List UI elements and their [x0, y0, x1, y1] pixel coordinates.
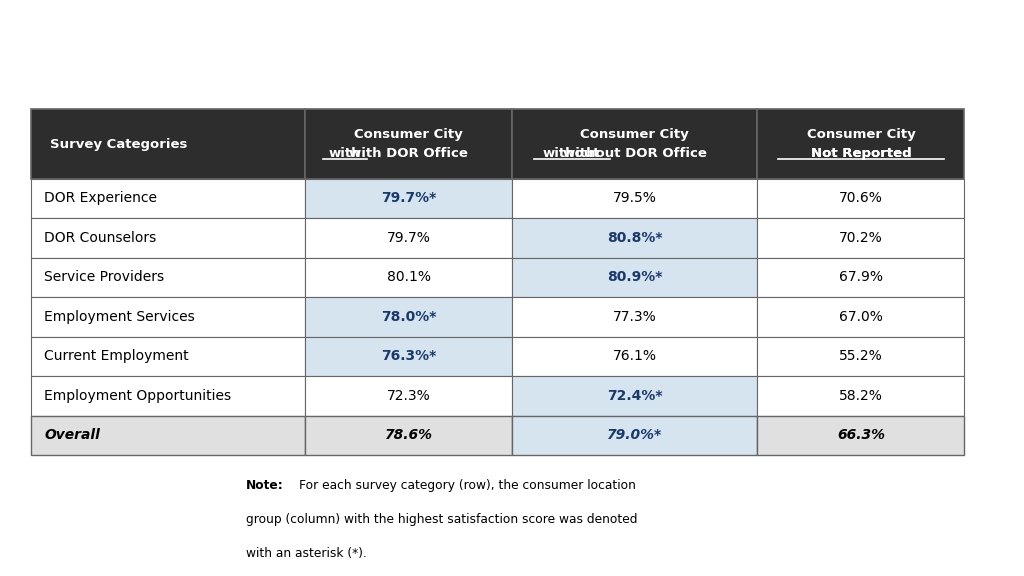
- Text: Note:: Note:: [246, 479, 284, 492]
- Bar: [758, 297, 965, 336]
- Text: 76.3%*: 76.3%*: [381, 349, 436, 363]
- Text: 55.2%: 55.2%: [839, 349, 883, 363]
- Text: 66.3%: 66.3%: [837, 429, 885, 442]
- Text: 80.1%: 80.1%: [386, 270, 430, 285]
- Bar: [31, 257, 305, 297]
- Bar: [512, 336, 758, 376]
- Text: Survey Categories: Survey Categories: [50, 138, 187, 150]
- Bar: [305, 257, 512, 297]
- Bar: [758, 218, 965, 257]
- Bar: [758, 179, 965, 218]
- Text: 80.8%*: 80.8%*: [607, 231, 663, 245]
- Text: Overall: Overall: [44, 429, 100, 442]
- Bar: [512, 257, 758, 297]
- Text: Consumer City: Consumer City: [354, 128, 463, 141]
- Bar: [31, 179, 305, 218]
- Text: 80.9%*: 80.9%*: [607, 270, 663, 285]
- Text: 79.7%: 79.7%: [387, 231, 430, 245]
- Text: with an asterisk (*).: with an asterisk (*).: [246, 547, 367, 560]
- Bar: [31, 415, 305, 455]
- Bar: [305, 376, 512, 415]
- Bar: [512, 415, 758, 455]
- Bar: [512, 179, 758, 218]
- Bar: [305, 415, 512, 455]
- Bar: [305, 297, 512, 336]
- Bar: [512, 297, 758, 336]
- Text: 76.1%: 76.1%: [612, 349, 656, 363]
- Text: 79.0%*: 79.0%*: [607, 429, 663, 442]
- Text: 78.6%: 78.6%: [385, 429, 432, 442]
- Text: Consumer City: Consumer City: [807, 128, 915, 141]
- Text: DOR Counselors: DOR Counselors: [44, 231, 157, 245]
- Bar: [31, 336, 305, 376]
- Bar: [512, 376, 758, 415]
- Text: 78.0%*: 78.0%*: [381, 310, 436, 324]
- Bar: [758, 109, 965, 179]
- Text: For each survey category (row), the consumer location: For each survey category (row), the cons…: [299, 479, 636, 492]
- Text: 58.2%: 58.2%: [839, 389, 883, 403]
- Bar: [305, 179, 512, 218]
- Text: with DOR Office: with DOR Office: [349, 147, 468, 160]
- Bar: [512, 218, 758, 257]
- Text: Current Employment: Current Employment: [44, 349, 189, 363]
- Text: 79.5%: 79.5%: [612, 191, 656, 205]
- Text: Employment Services: Employment Services: [44, 310, 196, 324]
- Bar: [758, 336, 965, 376]
- Text: 70.6%: 70.6%: [839, 191, 883, 205]
- Bar: [31, 109, 305, 179]
- Text: with: with: [329, 147, 361, 160]
- Text: 79.7%*: 79.7%*: [381, 191, 436, 205]
- Bar: [31, 376, 305, 415]
- Bar: [512, 109, 758, 179]
- Bar: [31, 218, 305, 257]
- Text: 77.3%: 77.3%: [612, 310, 656, 324]
- Text: without: without: [543, 147, 600, 160]
- Text: Consumer City: Consumer City: [581, 128, 689, 141]
- Text: Not Reported: Not Reported: [811, 147, 911, 160]
- Text: Service Providers: Service Providers: [44, 270, 165, 285]
- Bar: [758, 415, 965, 455]
- Text: 72.4%*: 72.4%*: [607, 389, 663, 403]
- Text: 67.9%: 67.9%: [839, 270, 883, 285]
- Text: Comparing Satisfaction Scores by Consumer Location: Comparing Satisfaction Scores by Consume…: [128, 35, 1024, 63]
- Bar: [758, 376, 965, 415]
- Text: 70.2%: 70.2%: [839, 231, 883, 245]
- Text: Not Reported: Not Reported: [811, 147, 911, 160]
- Bar: [31, 297, 305, 336]
- Bar: [305, 336, 512, 376]
- Text: 67.0%: 67.0%: [839, 310, 883, 324]
- Bar: [305, 218, 512, 257]
- Bar: [758, 257, 965, 297]
- Text: DOR Experience: DOR Experience: [44, 191, 158, 205]
- Text: group (column) with the highest satisfaction score was denoted: group (column) with the highest satisfac…: [246, 513, 637, 526]
- Bar: [305, 109, 512, 179]
- Text: Employment Opportunities: Employment Opportunities: [44, 389, 231, 403]
- Text: 72.3%: 72.3%: [387, 389, 430, 403]
- Text: without DOR Office: without DOR Office: [563, 147, 707, 160]
